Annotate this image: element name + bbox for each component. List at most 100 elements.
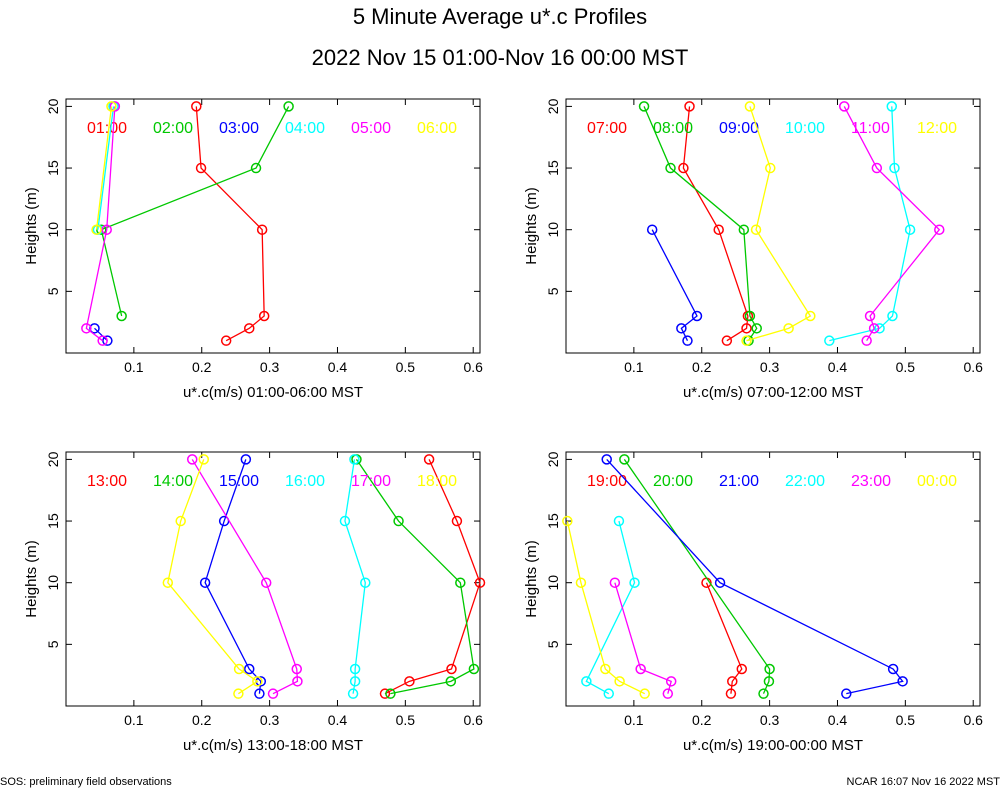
data-point — [91, 224, 102, 235]
data-point — [805, 310, 816, 322]
data-point — [254, 688, 265, 699]
data-point — [691, 310, 703, 322]
data-point — [665, 676, 677, 687]
data-point — [575, 577, 587, 588]
series-line — [843, 106, 941, 342]
data-point — [665, 162, 676, 174]
x-tick-label: 0.1 — [124, 359, 144, 375]
data-point — [750, 224, 762, 235]
data-point — [904, 224, 916, 235]
y-tick-label: 5 — [545, 640, 561, 648]
data-point — [116, 310, 127, 322]
data-point — [603, 688, 615, 699]
legend-entry: 11:00 — [851, 120, 890, 137]
data-point — [741, 335, 752, 346]
series-line — [100, 106, 290, 317]
data-point — [763, 676, 775, 687]
data-point — [646, 224, 658, 235]
data-point — [861, 335, 872, 346]
data-point — [635, 663, 646, 675]
data-point — [682, 335, 693, 346]
x-tick-label: 0.5 — [396, 359, 416, 375]
legend-entry: 04:00 — [285, 120, 325, 137]
footer-timestamp: NCAR 16:07 Nov 16 2022 MST — [846, 776, 1000, 788]
series-line — [97, 106, 115, 230]
data-point — [824, 335, 835, 346]
y-axis-label: Heights (m) — [523, 540, 540, 618]
legend-entry: 13:00 — [87, 473, 127, 490]
x-tick-label: 0.4 — [328, 359, 348, 375]
data-point — [451, 515, 463, 527]
series-line — [829, 106, 911, 342]
legend-entry: 07:00 — [587, 120, 627, 137]
legend-entry: 02:00 — [153, 120, 193, 137]
x-tick-label: 0.5 — [896, 359, 916, 375]
plot-frame — [65, 98, 481, 354]
legend-entry: 15:00 — [219, 473, 259, 490]
x-tick-label: 0.5 — [896, 712, 916, 728]
data-point — [609, 577, 621, 588]
y-axis-label: Heights (m) — [23, 540, 40, 618]
legend-entry: 09:00 — [719, 120, 759, 137]
data-point — [744, 310, 756, 322]
plot-frame — [65, 451, 481, 707]
x-tick-label: 0.1 — [124, 712, 144, 728]
data-point — [379, 688, 391, 699]
series-line — [705, 582, 743, 694]
series-line — [566, 520, 646, 695]
y-tick-label: 20 — [45, 451, 61, 467]
data-point — [744, 101, 756, 112]
legend-entry: 19:00 — [587, 473, 627, 490]
x-tick-label: 0.6 — [963, 712, 983, 728]
data-point — [562, 515, 573, 527]
data-point — [445, 676, 457, 687]
data-point — [614, 676, 625, 687]
data-point — [629, 577, 640, 588]
y-tick-label: 20 — [545, 98, 561, 114]
data-point — [783, 323, 794, 334]
series-line — [585, 520, 636, 695]
data-point — [662, 688, 674, 699]
data-point — [252, 676, 263, 687]
data-point — [887, 310, 898, 322]
footer-note: SOS: preliminary field observations — [0, 776, 172, 788]
plot-frame — [565, 451, 981, 707]
data-point — [765, 162, 776, 174]
data-point — [162, 577, 174, 588]
legend-entry: 10:00 — [785, 120, 825, 137]
data-point — [713, 224, 724, 235]
x-tick-label: 0.2 — [692, 359, 712, 375]
data-point — [347, 688, 359, 699]
data-point — [455, 577, 466, 588]
data-point — [868, 323, 880, 334]
x-tick-label: 0.3 — [260, 712, 280, 728]
data-point — [198, 454, 210, 465]
legend-entry: 06:00 — [417, 120, 457, 137]
series-line — [682, 106, 749, 342]
data-point — [349, 663, 361, 675]
data-point — [741, 323, 752, 334]
data-point — [423, 454, 435, 465]
data-point — [89, 323, 100, 334]
data-point — [283, 101, 294, 112]
series-line — [614, 582, 672, 694]
data-point — [267, 688, 279, 699]
y-axis-label: Heights (m) — [23, 187, 40, 265]
x-tick-label: 0.1 — [624, 359, 644, 375]
data-point — [97, 335, 108, 346]
series-line — [384, 459, 481, 695]
series-line — [195, 106, 265, 342]
data-point — [250, 162, 262, 174]
data-point — [292, 676, 303, 687]
series-line — [95, 106, 113, 230]
x-tick-label: 0.5 — [396, 712, 416, 728]
data-point — [738, 224, 750, 235]
x-tick-label: 0.3 — [760, 712, 780, 728]
legend-entry: 21:00 — [719, 473, 759, 490]
data-point — [619, 454, 630, 465]
y-tick-label: 10 — [545, 575, 561, 591]
data-point — [404, 676, 415, 687]
legend-entry: 16:00 — [285, 473, 325, 490]
x-axis-label: u*.c(m/s) 13:00-18:00 MST — [183, 737, 363, 754]
data-point — [260, 577, 272, 588]
